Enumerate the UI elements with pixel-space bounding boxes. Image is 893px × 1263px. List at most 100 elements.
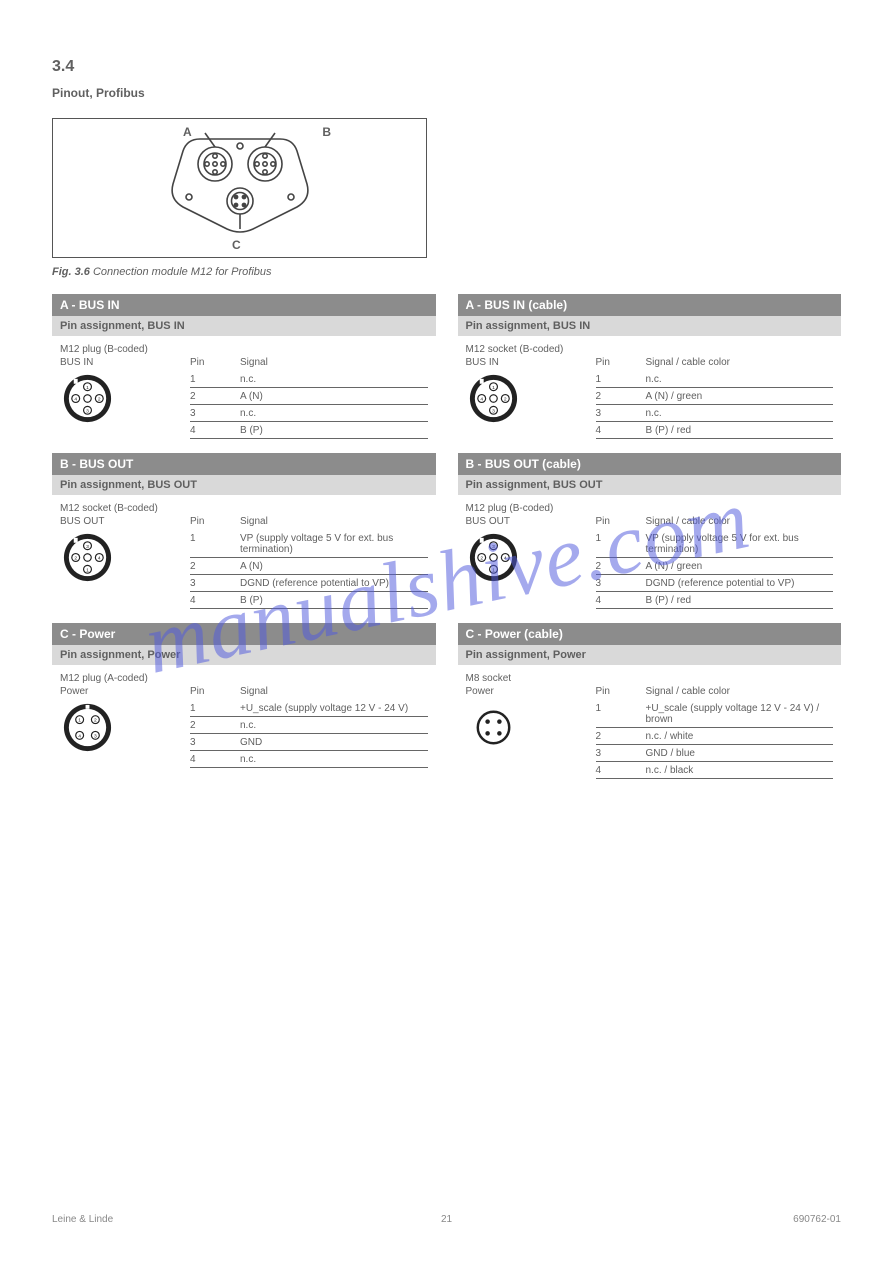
block-body: M12 plug (A-coded) Power Pin Signal 1+U_… xyxy=(52,665,436,780)
footer: Leine & Linde 21 690762-01 xyxy=(52,1214,841,1225)
pin-row: 4B (P) xyxy=(190,592,428,609)
pin-row: 1VP (supply voltage 5 V for ext. bus ter… xyxy=(190,530,428,558)
page-content: 3.4 Pinout, Profibus A B xyxy=(52,58,841,791)
pin-rows: 1n.c.2A (N) / green3n.c.4B (P) / red xyxy=(466,371,834,439)
pin-header-signal: Signal xyxy=(240,686,428,697)
figure-label-a: A xyxy=(183,125,192,139)
figure-caption-text: Connection module M12 for Profibus xyxy=(93,266,272,278)
pin-header-conn: BUS OUT xyxy=(60,516,190,527)
pin-signal: DGND (reference potential to VP) xyxy=(240,578,428,589)
left-column: A - BUS IN Pin assignment, BUS IN M12 pl… xyxy=(52,292,436,791)
pin-signal: n.c. xyxy=(646,374,834,385)
pin-row: 4B (P) / red xyxy=(596,422,834,439)
block-title: A - BUS IN xyxy=(52,294,436,316)
pin-header-signal: Signal xyxy=(240,357,428,368)
connector-icon xyxy=(60,700,190,768)
block-title: C - Power (cable) xyxy=(458,623,842,645)
pin-row: 4n.c. / black xyxy=(596,762,834,779)
pin-signal: n.c. xyxy=(240,374,428,385)
pin-header-signal: Signal xyxy=(240,516,428,527)
figure-caption: Fig. 3.6 Connection module M12 for Profi… xyxy=(52,266,841,278)
block-desc: M8 socket xyxy=(466,673,834,684)
pin-table: 1VP (supply voltage 5 V for ext. bus ter… xyxy=(596,530,834,609)
pin-num: 2 xyxy=(190,561,240,572)
pin-num: 3 xyxy=(190,578,240,589)
pin-table: 1+U_scale (supply voltage 12 V - 24 V)2n… xyxy=(190,700,428,768)
pin-rows: 1n.c.2A (N)3n.c.4B (P) xyxy=(60,371,428,439)
pin-row: 1n.c. xyxy=(190,371,428,388)
pin-header: Power Pin Signal / cable color xyxy=(466,684,834,700)
pin-num: 2 xyxy=(596,391,646,402)
connector-icon xyxy=(60,530,190,609)
figure-label-c: C xyxy=(232,238,241,252)
block-title: A - BUS IN (cable) xyxy=(458,294,842,316)
connector-icon xyxy=(466,700,596,779)
figure-caption-num: Fig. 3.6 xyxy=(52,266,90,278)
pin-header: BUS OUT Pin Signal xyxy=(60,514,428,530)
block-subtitle: Pin assignment, Power xyxy=(52,645,436,665)
pin-num: 3 xyxy=(596,748,646,759)
connector-icon xyxy=(466,530,596,609)
pin-header-signal: Signal / cable color xyxy=(646,686,834,697)
pin-row: 2A (N) xyxy=(190,558,428,575)
pin-row: 1+U_scale (supply voltage 12 V - 24 V) /… xyxy=(596,700,834,728)
footer-right: 690762-01 xyxy=(793,1214,841,1225)
pin-num: 1 xyxy=(190,703,240,714)
pin-header-pin: Pin xyxy=(190,516,240,527)
pin-num: 2 xyxy=(596,731,646,742)
pin-row: 3DGND (reference potential to VP) xyxy=(596,575,834,592)
pin-num: 3 xyxy=(190,737,240,748)
pin-row: 4n.c. xyxy=(190,751,428,768)
pin-signal: n.c. xyxy=(240,720,428,731)
pin-num: 2 xyxy=(596,561,646,572)
pin-rows: 1VP (supply voltage 5 V for ext. bus ter… xyxy=(60,530,428,609)
pin-signal: +U_scale (supply voltage 12 V - 24 V) / … xyxy=(646,703,834,725)
block-subtitle: Pin assignment, BUS OUT xyxy=(458,475,842,495)
pin-signal: n.c. xyxy=(240,408,428,419)
pin-num: 1 xyxy=(596,703,646,725)
block-subtitle: Pin assignment, BUS IN xyxy=(458,316,842,336)
pin-row: 3n.c. xyxy=(190,405,428,422)
pin-signal: n.c. / black xyxy=(646,765,834,776)
pin-table: 1n.c.2A (N) / green3n.c.4B (P) / red xyxy=(596,371,834,439)
pin-num: 2 xyxy=(190,720,240,731)
connector-icon xyxy=(466,371,596,439)
pin-row: 3GND xyxy=(190,734,428,751)
block-title: B - BUS OUT (cable) xyxy=(458,453,842,475)
pin-header-conn: BUS IN xyxy=(466,357,596,368)
pin-num: 4 xyxy=(190,595,240,606)
pin-row: 2n.c. xyxy=(190,717,428,734)
section-number: 3.4 xyxy=(52,58,841,76)
pin-header-pin: Pin xyxy=(596,357,646,368)
pin-signal: A (N) / green xyxy=(646,391,834,402)
pin-row: 2n.c. / white xyxy=(596,728,834,745)
pin-num: 3 xyxy=(596,408,646,419)
pin-num: 3 xyxy=(190,408,240,419)
right-column: A - BUS IN (cable) Pin assignment, BUS I… xyxy=(458,292,842,791)
pin-header: BUS IN Pin Signal / cable color xyxy=(466,355,834,371)
pin-signal: B (P) xyxy=(240,425,428,436)
pin-signal: n.c. xyxy=(240,754,428,765)
pin-num: 4 xyxy=(596,425,646,436)
pin-signal: A (N) xyxy=(240,391,428,402)
footer-left: Leine & Linde xyxy=(52,1214,113,1225)
block-body: M12 plug (B-coded) BUS IN Pin Signal 1n.… xyxy=(52,336,436,451)
pin-signal: A (N) xyxy=(240,561,428,572)
pin-signal: B (P) / red xyxy=(646,595,834,606)
block-desc: M12 socket (B-coded) xyxy=(60,503,428,514)
pin-header-signal: Signal / cable color xyxy=(646,516,834,527)
pin-table: 1VP (supply voltage 5 V for ext. bus ter… xyxy=(190,530,428,609)
pin-row: 3n.c. xyxy=(596,405,834,422)
pin-num: 4 xyxy=(596,765,646,776)
pin-rows: 1+U_scale (supply voltage 12 V - 24 V) /… xyxy=(466,700,834,779)
pin-row: 2A (N) / green xyxy=(596,388,834,405)
pin-num: 1 xyxy=(596,374,646,385)
columns: A - BUS IN Pin assignment, BUS IN M12 pl… xyxy=(52,292,841,791)
pin-num: 2 xyxy=(190,391,240,402)
footer-page: 21 xyxy=(441,1214,452,1225)
block-desc: M12 plug (A-coded) xyxy=(60,673,428,684)
block-subtitle: Pin assignment, Power xyxy=(458,645,842,665)
pin-rows: 1VP (supply voltage 5 V for ext. bus ter… xyxy=(466,530,834,609)
pin-row: 4B (P) xyxy=(190,422,428,439)
pin-signal: B (P) / red xyxy=(646,425,834,436)
